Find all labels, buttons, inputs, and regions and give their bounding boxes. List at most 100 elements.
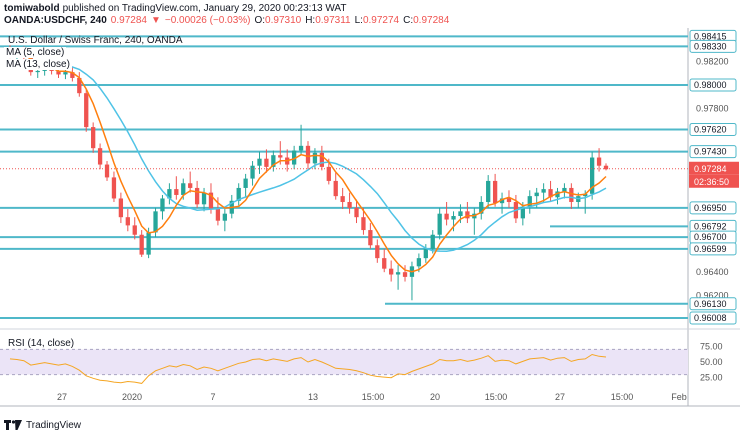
candle-body [499,198,505,204]
time-tick-label: 27 [555,392,565,402]
candle-body [160,198,165,212]
rsi-line [9,353,607,384]
symbol-ohlc-bar: OANDA:USDCHF, 240 0.97284 ▼ −0.00026 (−0… [4,14,449,27]
open-value: 0.97310 [265,15,302,26]
candle-body [402,272,408,277]
candle-body [534,192,539,197]
rsi-tick-label: 25.00 [700,373,723,383]
candle-body [555,191,560,198]
ma5-legend[interactable]: MA (5, close) [4,47,67,58]
down-arrow-icon: ▼ [150,15,161,26]
candle-body [437,213,442,235]
candle-body [201,192,207,205]
publish-info: tomiwabold published on TradingView.com,… [4,2,346,15]
level-label: 0.96008 [694,313,727,323]
author-name[interactable]: tomiwabold [4,3,60,14]
level-label-box [689,297,737,311]
candle-body [548,189,553,198]
candle-body [118,198,124,218]
candle-body [250,165,255,179]
rsi-tick-label: 75.00 [700,341,723,351]
candle-body [97,148,103,165]
time-tick-label: 2020 [122,392,142,402]
time-tick-label: Feb [671,392,687,402]
close-key: C: [403,15,414,26]
time-tick-label: 15:00 [485,392,508,402]
candle-body [146,232,151,255]
level-label: 0.96950 [694,203,727,213]
candle-body [132,225,137,235]
candle-body [236,187,241,201]
open-key: O: [254,15,266,26]
candle-body [596,157,602,166]
ma5-line [9,52,607,273]
candle-body [181,183,186,195]
chart-title: U.S. Dollar / Swiss Franc, 240, OANDA [8,35,183,46]
candle-body [319,152,325,167]
candle-body [416,258,422,267]
price-change: −0.00026 (−0.03%) [164,15,251,26]
candle-body [458,211,463,217]
time-tick-label: 27 [57,392,67,402]
time-tick-label: 7 [210,392,215,402]
candle-body [479,201,484,214]
candle-body [167,189,172,199]
countdown-label: 02:36:50 [694,177,729,187]
level-label: 0.96599 [694,244,727,254]
time-tick-label: 13 [308,392,318,402]
candle-body [382,258,387,269]
candle-body [451,216,456,220]
level-label: 0.98415 [694,31,727,41]
rsi-band [0,349,688,375]
level-label: 0.96130 [694,299,727,309]
candle-body [492,180,498,204]
price-tick-label: 0.96200 [696,291,729,301]
level-label-box [689,145,737,159]
rsi-legend[interactable]: RSI (14, close) [8,338,75,349]
level-label: 0.98000 [694,80,727,90]
candle-body [347,201,352,208]
price-tick-label: 0.96400 [696,267,729,277]
level-label-box [689,242,737,256]
last-price-box [689,161,739,175]
level-label: 0.97620 [694,124,727,134]
candle-body [589,157,595,194]
candle-body [215,209,221,221]
candle-body [333,180,338,197]
ma13-line [9,52,607,253]
candle-body [35,70,40,73]
footer-brand[interactable]: TradingView [4,418,81,432]
candle-body [312,152,318,164]
candle-body [361,217,366,231]
level-label-box [689,201,737,215]
candle-body [340,196,345,202]
candle-body [506,198,512,202]
candle-body [395,272,401,275]
candle-body [375,245,380,259]
level-label: 0.96792 [694,221,727,231]
candle-body [188,183,193,188]
last-price-label: 0.97284 [694,164,727,174]
time-tick-label: 15:00 [362,392,385,402]
candle-body [77,77,82,94]
candle-body [257,158,262,166]
candle-body [125,217,130,226]
close-value: 0.97284 [413,15,450,26]
candle-body [389,268,394,275]
tradingview-brand: TradingView [26,419,82,431]
ma13-legend[interactable]: MA (13, close) [4,59,72,70]
candle-body [430,234,435,249]
candle-body [291,150,297,165]
publish-text: published on TradingView.com, January 29… [62,3,347,14]
rsi-tick-label: 50.00 [700,357,723,367]
level-label-box [689,39,737,53]
candle-body [326,166,331,181]
candle-body [486,180,491,202]
candle-body [104,164,110,178]
candle-body [562,187,567,192]
candle-body [465,211,470,219]
symbol-label[interactable]: OANDA:USDCHF, 240 [4,15,107,26]
price-tick-label: 0.97800 [696,103,729,113]
candle-body [111,177,117,199]
